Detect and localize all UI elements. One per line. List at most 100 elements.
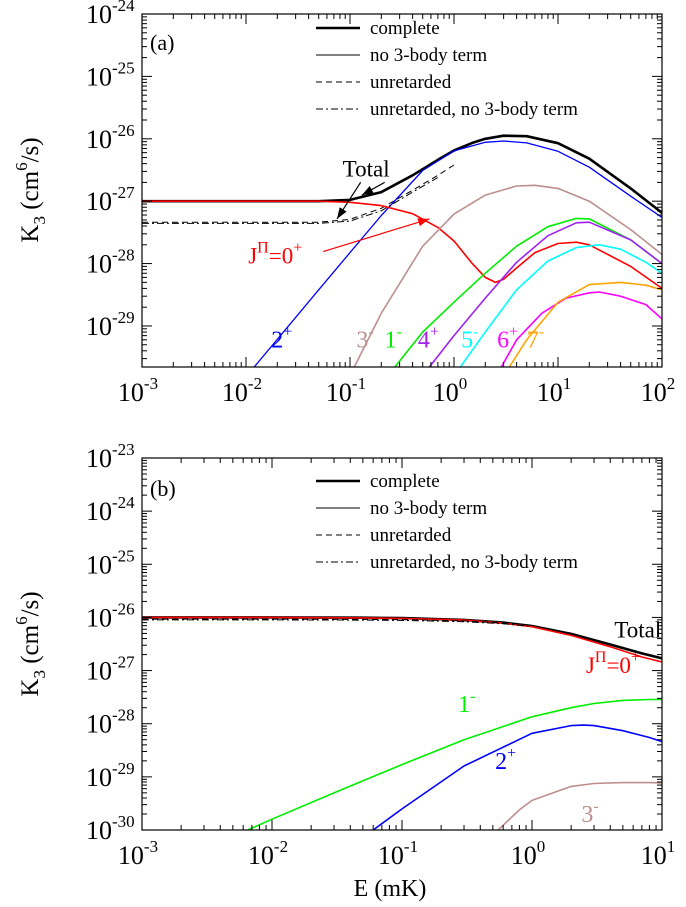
tick-mantissa: 10: [86, 444, 112, 473]
tick-exponent: 1: [667, 837, 676, 856]
series-line-3: [142, 619, 533, 627]
curve-label-main: 1: [458, 692, 470, 718]
x-tick-label: 10-1: [378, 837, 418, 870]
series-line-6: [497, 781, 662, 830]
tick-mantissa: 10: [86, 250, 112, 279]
tick-mantissa: 10: [378, 841, 404, 870]
series-line-9: [500, 291, 662, 367]
tick-exponent: 2: [667, 374, 676, 393]
x-tick-label: 10-1: [326, 374, 366, 407]
y-tick-exponent: -25: [112, 546, 135, 565]
legend-label: no 3-body term: [370, 45, 487, 66]
tick-mantissa: 10: [86, 187, 112, 216]
tick-exponent: -1: [404, 837, 418, 856]
curve-label-main: 2: [271, 328, 283, 354]
y-tick-exponent: -24: [112, 493, 135, 512]
arrow-head: [417, 218, 430, 227]
y-tick-label: 10: [86, 0, 112, 29]
arrow-head: [361, 186, 374, 196]
curve-label-main: 7: [527, 328, 539, 354]
y-tick-label: 10: [86, 62, 112, 91]
series-group: [142, 616, 662, 830]
series-line-0: [142, 616, 662, 660]
annotation-main: Total: [614, 617, 661, 642]
annotation-post-sup: +: [293, 240, 302, 257]
curve-label-sup: +: [509, 324, 518, 341]
tick-mantissa: 10: [86, 657, 112, 686]
ylabel-unit-sup: 6: [12, 616, 31, 625]
y-tick-label: 10: [86, 444, 112, 473]
annotation: JΠ=0+: [586, 649, 640, 678]
tick-mantissa: 10: [118, 378, 144, 407]
series-line-2: [142, 164, 455, 223]
series-line-4: [142, 200, 662, 290]
x-tick-label: 100: [511, 837, 546, 870]
curve-label: 6+: [497, 324, 518, 354]
curve-label-sup: -: [473, 324, 478, 341]
ylabel-sub: 3: [30, 216, 49, 225]
curve-label-sup: -: [470, 688, 475, 705]
curve-label: 2+: [271, 324, 292, 354]
annotation-sup: Π: [595, 649, 607, 666]
y-tick-label: 10: [86, 187, 112, 216]
tick-mantissa: 10: [86, 603, 112, 632]
y-tick-label: 10: [86, 550, 112, 579]
y-tick-exponent: -26: [112, 121, 135, 140]
annotation-main: Total: [343, 156, 390, 181]
x-tick-label: 10-2: [248, 837, 288, 870]
ylabel-unit: (cm: [17, 170, 44, 216]
tick-exponent: 0: [459, 374, 468, 393]
y-tick-label: 10: [86, 250, 112, 279]
curve-label: 4+: [418, 324, 439, 354]
curve-label-sup: +: [283, 324, 292, 341]
curve-label-main: 5: [461, 328, 473, 354]
tick-mantissa: 10: [86, 125, 112, 154]
curve-label-sup: -: [397, 324, 402, 341]
x-tick-label: 101: [641, 837, 676, 870]
tick-mantissa: 10: [118, 841, 144, 870]
tick-mantissa: 10: [86, 763, 112, 792]
y-tick-exponent: -28: [112, 246, 135, 265]
y-tick-exponent: -26: [112, 599, 135, 618]
annotation-main: J: [586, 653, 595, 678]
y-tick-label: 10: [86, 603, 112, 632]
panel-label: (b): [150, 476, 176, 501]
series-line-5: [372, 724, 662, 830]
series-line-0: [142, 134, 662, 214]
legend-label: complete: [370, 18, 440, 39]
ylabel-main: K: [17, 225, 44, 243]
legend-label: unretarded, no 3-body term: [370, 552, 578, 573]
panel-label: (a): [150, 30, 174, 55]
tick-mantissa: 10: [433, 378, 459, 407]
curve-label: 2+: [495, 745, 516, 775]
legend-label: unretarded: [370, 525, 452, 546]
series-line-4: [247, 698, 662, 830]
tick-mantissa: 10: [86, 550, 112, 579]
tick-mantissa: 10: [86, 816, 112, 845]
tick-marks: [141, 458, 663, 831]
legend: complete no 3-body term unretarded unretard…: [316, 471, 578, 573]
ylabel-unit: (cm: [17, 624, 44, 670]
tick-exponent: -2: [248, 374, 262, 393]
y-tick-exponent: -29: [112, 308, 135, 327]
curve-label: 7-: [527, 324, 544, 354]
tick-mantissa: 10: [326, 378, 352, 407]
tick-mantissa: 10: [537, 378, 563, 407]
series-line-1: [253, 140, 662, 367]
curve-label: 1-: [458, 688, 475, 718]
annotation-arrow: [323, 218, 430, 253]
y-tick-exponent: -24: [112, 0, 135, 15]
tick-mantissa: 10: [641, 841, 667, 870]
chart-panel-b: 10-3 10-2 10-1 100 10110-3010-2910-2810-2710…: [12, 440, 675, 902]
y-tick-exponent: -23: [112, 440, 135, 459]
ylabel-main: K: [17, 679, 44, 697]
curve-label: 1-: [385, 324, 402, 354]
series-line-7: [428, 221, 662, 367]
curve-label: 3-: [356, 324, 373, 354]
y-tick-label: 10: [86, 763, 112, 792]
y-tick-exponent: -28: [112, 706, 135, 725]
curve-label-main: 3: [581, 802, 593, 828]
series-line-5: [353, 184, 662, 367]
